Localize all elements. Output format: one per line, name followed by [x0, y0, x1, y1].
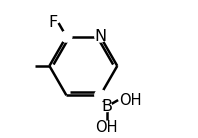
Text: N: N — [94, 29, 106, 44]
Circle shape — [102, 102, 112, 112]
Text: F: F — [48, 15, 57, 30]
Circle shape — [61, 31, 72, 42]
Circle shape — [95, 90, 106, 101]
Text: B: B — [101, 99, 112, 114]
Text: OH: OH — [119, 93, 141, 108]
Text: OH: OH — [96, 120, 118, 135]
Circle shape — [63, 33, 70, 40]
Circle shape — [95, 31, 106, 42]
